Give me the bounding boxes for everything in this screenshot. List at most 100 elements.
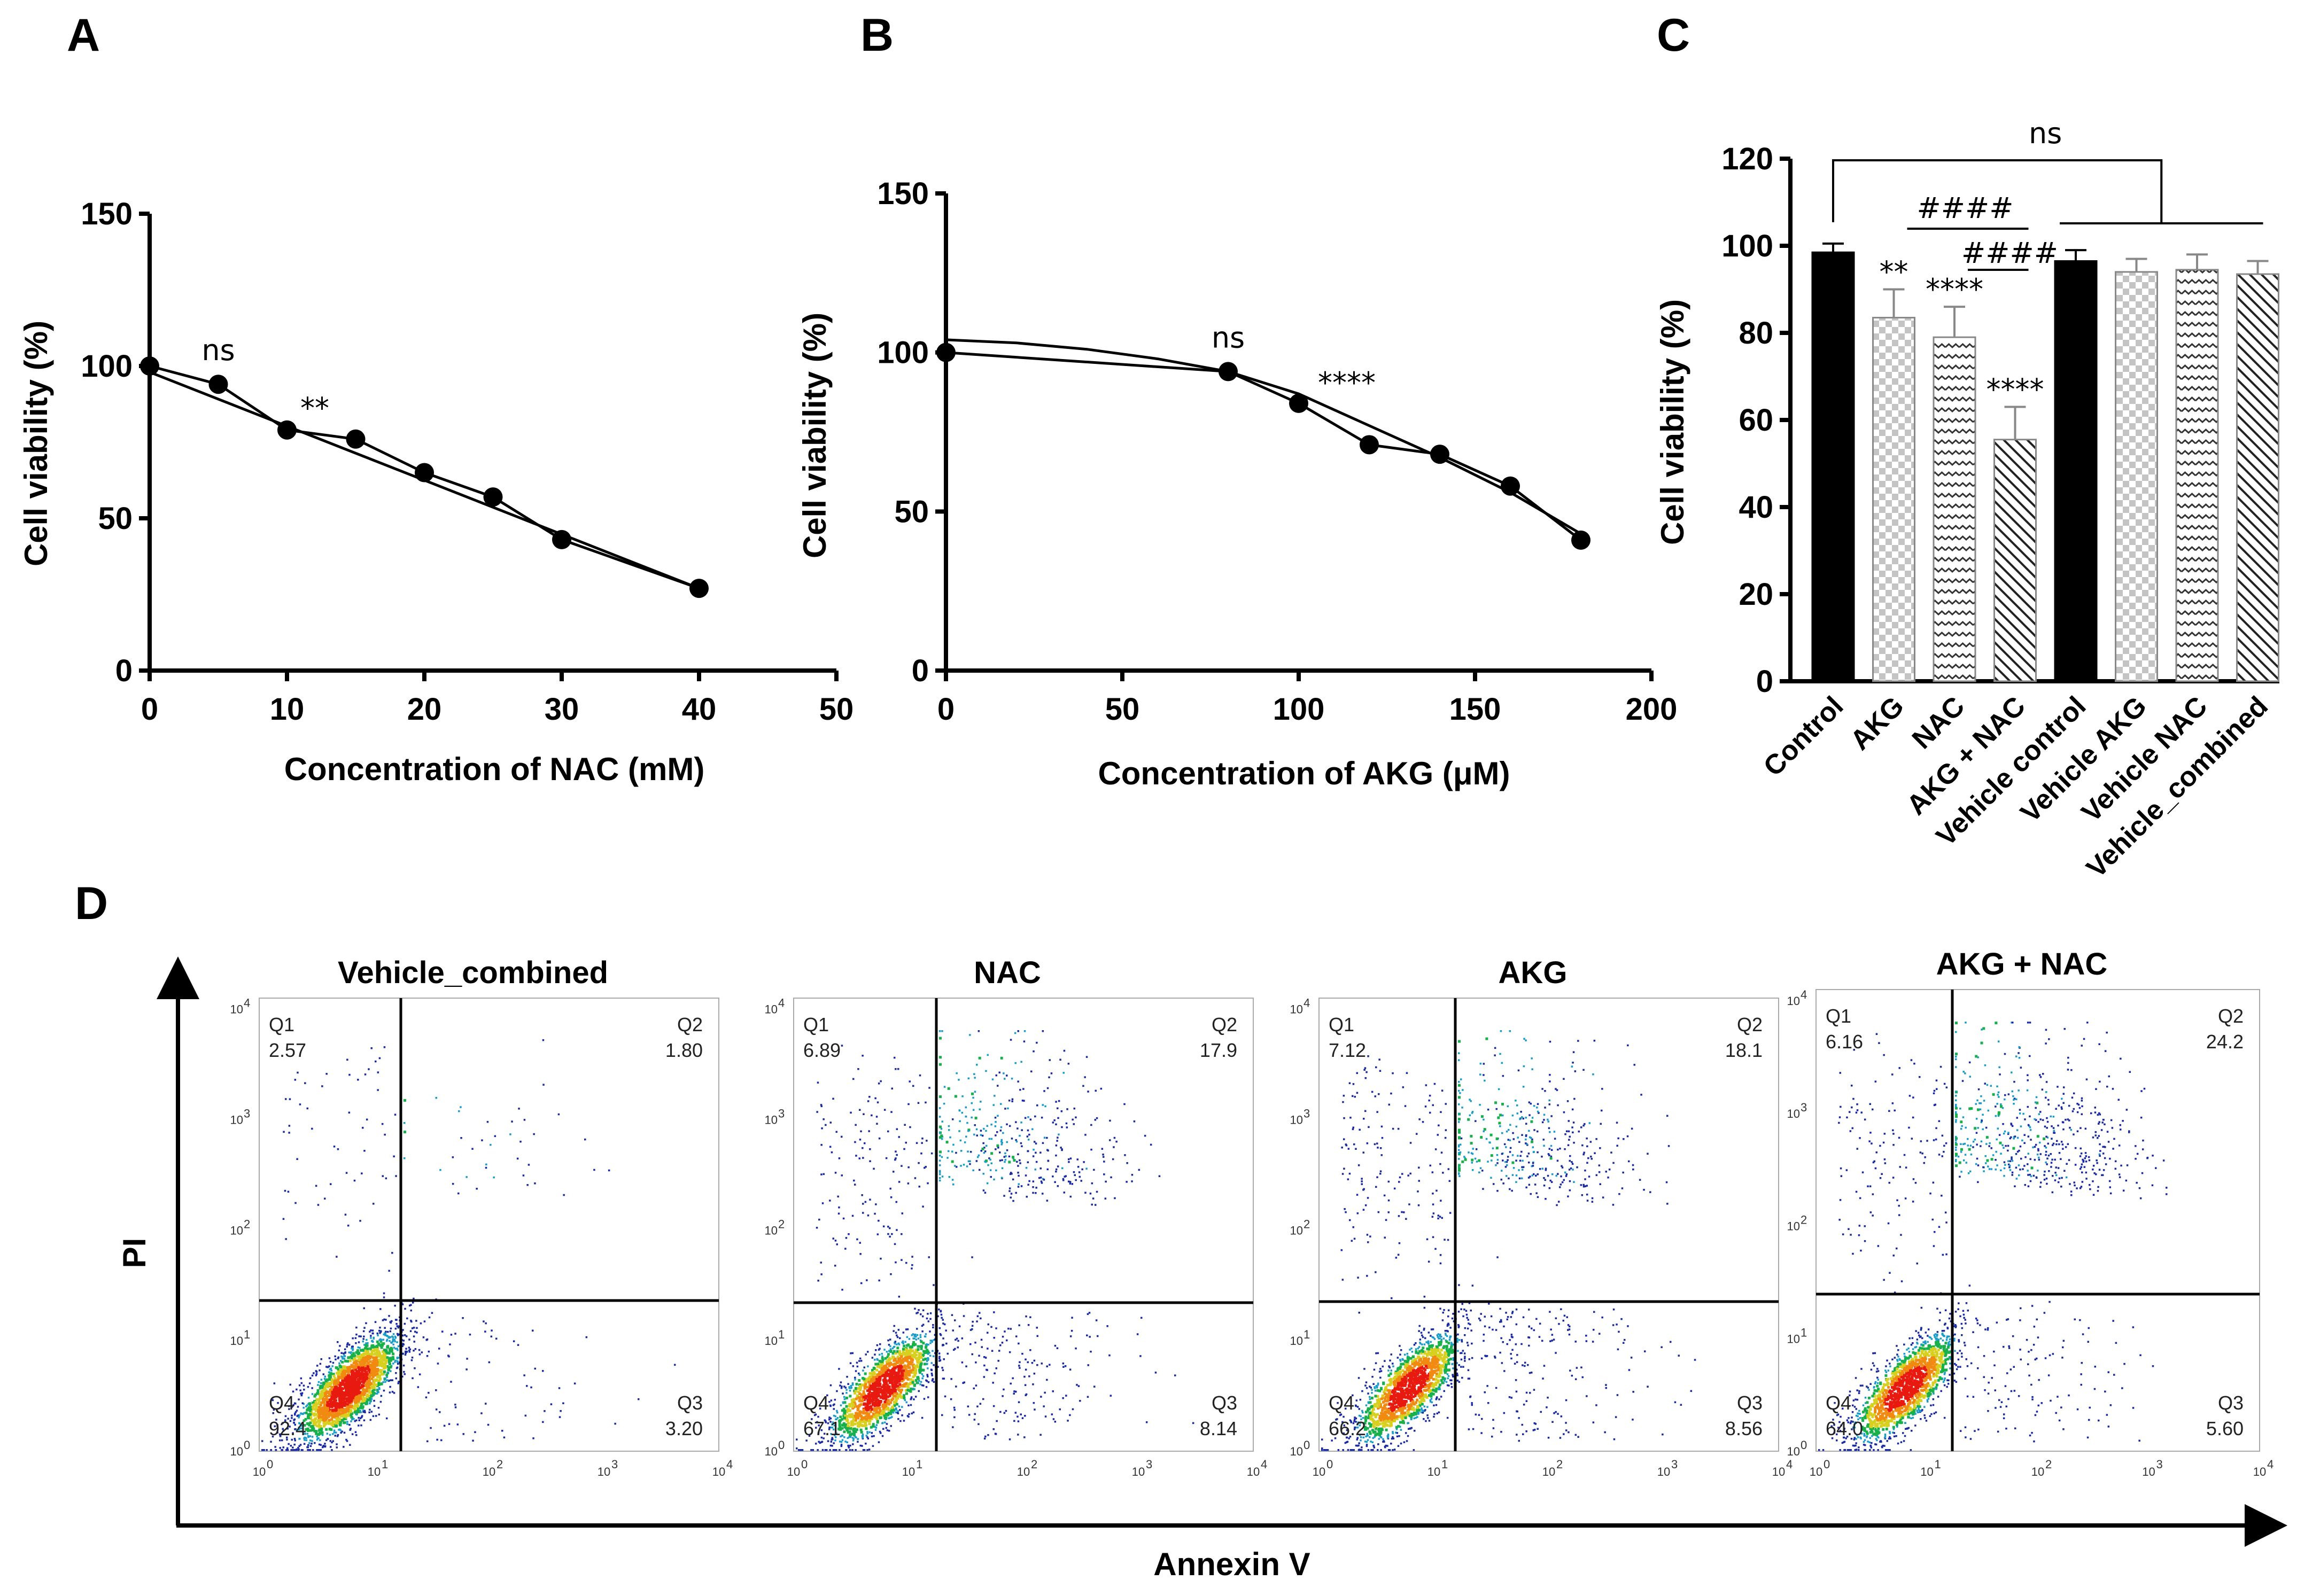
facs-dot	[286, 1436, 288, 1439]
facs-dot	[986, 1368, 988, 1371]
facs-dot	[291, 1417, 293, 1419]
facs-dot	[284, 1420, 286, 1422]
facs-dot	[866, 1431, 868, 1433]
facs-dot	[321, 1419, 324, 1422]
facs-dot	[872, 1371, 875, 1374]
facs-dot	[901, 1377, 904, 1380]
facs-dot	[1026, 1196, 1028, 1198]
facs-dot	[870, 1388, 873, 1391]
facs-dot	[317, 1415, 321, 1418]
facs-dot	[337, 1403, 340, 1406]
facs-dot	[862, 1437, 864, 1439]
facs-dot	[905, 1392, 908, 1395]
facs-dot	[348, 1388, 351, 1391]
facs-dot	[1071, 1183, 1074, 1185]
facs-dot	[897, 1329, 900, 1331]
facs-dot	[866, 1404, 869, 1407]
facs-dot	[914, 1357, 918, 1360]
facs-dot	[893, 1350, 896, 1353]
facs-x-tick-label: 10	[1542, 1465, 1555, 1478]
facs-dot	[1321, 1449, 1323, 1451]
facs-dot	[919, 1360, 922, 1364]
facs-dot	[1006, 1075, 1008, 1077]
facs-dot	[1077, 1385, 1080, 1387]
facs-dot	[532, 1437, 534, 1439]
facs-dot	[848, 1233, 850, 1235]
facs-dot	[331, 1411, 334, 1414]
facs-dot	[889, 1348, 892, 1350]
facs-dot	[350, 1428, 352, 1430]
facs-dot	[862, 1397, 865, 1400]
facs-dot	[875, 1368, 879, 1372]
facs-dot	[953, 1406, 956, 1409]
facs-dot	[1417, 1413, 1419, 1415]
facs-dot	[835, 1131, 837, 1133]
facs-dot	[887, 1372, 890, 1375]
facs-dot	[300, 1392, 302, 1395]
facs-dot	[874, 1097, 876, 1100]
facs-dot	[890, 1391, 893, 1394]
facs-dot	[870, 1395, 873, 1398]
facs-dot	[825, 1449, 828, 1451]
facs-dot	[458, 1110, 460, 1112]
facs-dot	[362, 1338, 364, 1340]
facs-dot	[1046, 1149, 1049, 1151]
facs-dot	[353, 1408, 356, 1411]
facs-dot	[995, 1367, 997, 1369]
facs-dot	[319, 1410, 322, 1413]
facs-dot	[981, 1346, 983, 1348]
facs-dot	[1005, 1410, 1007, 1412]
facs-dot	[907, 1404, 910, 1407]
facs-dot	[335, 1405, 338, 1408]
facs-dot	[966, 1122, 968, 1124]
facs-dot	[339, 1429, 342, 1431]
facs-dot	[849, 1436, 852, 1438]
facs-dot	[860, 1418, 864, 1421]
facs-dot	[971, 1256, 973, 1258]
facs-dot	[329, 1403, 332, 1406]
facs-dot	[872, 1385, 875, 1388]
facs-dot	[348, 1381, 352, 1384]
facs-dot	[890, 1196, 893, 1198]
facs-dot	[952, 1118, 954, 1120]
facs-dot	[342, 1408, 345, 1412]
facs-dot	[295, 1449, 298, 1451]
facs-dot	[305, 1439, 308, 1442]
facs-dot	[881, 1374, 884, 1377]
facs-dot	[983, 1437, 986, 1440]
facs-dot	[1008, 1438, 1011, 1441]
facs-dot	[481, 1139, 483, 1141]
facs-dot	[1002, 1132, 1004, 1134]
facs-dot	[1433, 1358, 1436, 1361]
facs-dot	[380, 1395, 383, 1397]
facs-dot	[989, 1169, 992, 1171]
facs-dot	[296, 1158, 298, 1160]
facs-dot	[894, 1381, 897, 1384]
facs-dot	[1014, 1062, 1017, 1064]
facs-dot	[863, 1403, 866, 1406]
facs-dot	[893, 1171, 895, 1173]
facs-dot	[907, 1371, 911, 1374]
facs-dot	[796, 1438, 798, 1441]
facs-dot	[271, 1399, 274, 1402]
facs-dot	[993, 1178, 995, 1181]
facs-dot	[329, 1400, 332, 1404]
facs-dot	[820, 1429, 823, 1431]
facs-dot	[355, 1333, 358, 1336]
facs-dot	[929, 1342, 932, 1344]
facs-dot	[360, 1353, 363, 1357]
facs-dot	[1158, 1175, 1161, 1177]
facs-y-tick-exponent: 4	[1303, 996, 1310, 1010]
facs-dot	[1052, 1390, 1054, 1392]
facs-dot	[389, 1321, 392, 1323]
facs-dot	[333, 1403, 336, 1406]
facs-dot	[828, 1426, 831, 1429]
facs-dot	[315, 1371, 318, 1373]
facs-dot	[906, 1383, 910, 1386]
facs-dot	[990, 1162, 992, 1164]
facs-dot	[857, 1416, 860, 1420]
facs-dot	[965, 1135, 967, 1138]
facs-dot	[1008, 1161, 1011, 1164]
facs-dot	[1027, 1150, 1029, 1153]
facs-dot	[888, 1364, 891, 1367]
